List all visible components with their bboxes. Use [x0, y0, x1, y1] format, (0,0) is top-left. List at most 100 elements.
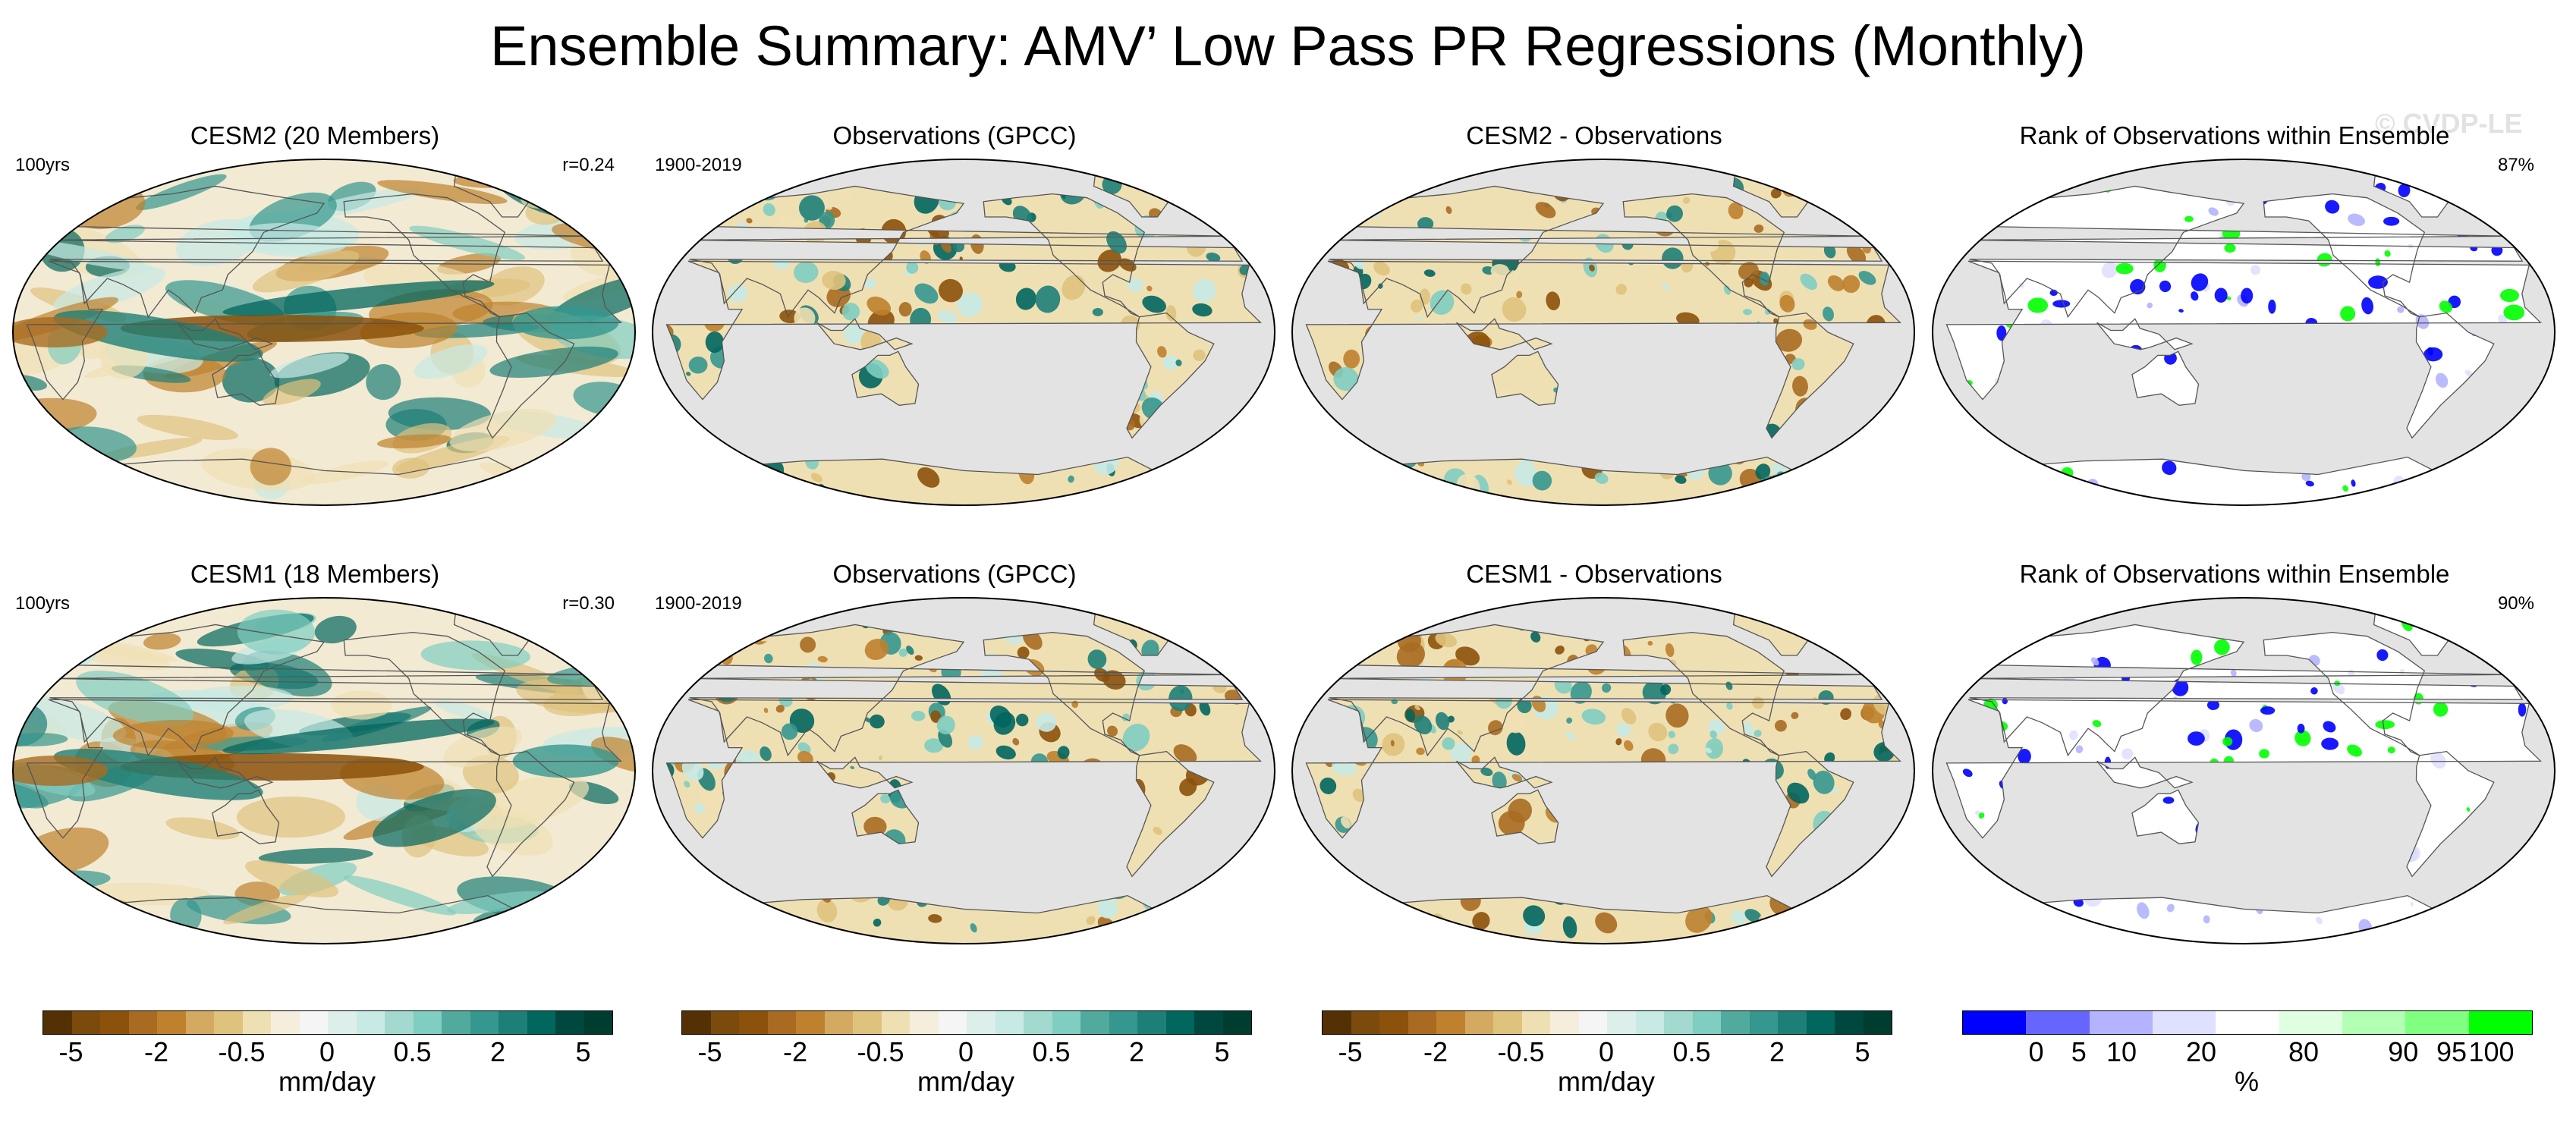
colorbar-unit: mm/day — [278, 1066, 376, 1097]
precip-anomaly-patch — [684, 178, 691, 187]
colorbar-swatch — [1664, 1011, 1693, 1034]
precip-anomaly-patch — [1883, 646, 1901, 666]
precip-anomaly-patch — [1912, 476, 1917, 482]
precip-anomaly-patch — [1029, 275, 1036, 283]
precip-anomaly-patch — [649, 815, 655, 825]
precip-anomaly-patch — [694, 803, 705, 814]
precip-anomaly-patch — [13, 448, 103, 488]
precip-anomaly-patch — [2520, 176, 2537, 193]
precip-anomaly-patch — [928, 914, 942, 923]
precip-anomaly-patch — [898, 302, 912, 317]
precip-anomaly-patch — [869, 714, 885, 729]
precip-anomaly-patch — [36, 899, 127, 916]
precip-anomaly-patch — [2147, 302, 2153, 309]
precip-anomaly-patch — [995, 745, 1016, 760]
precip-anomaly-patch — [1961, 874, 1977, 889]
colorbar-swatch — [71, 1011, 100, 1034]
coastline — [2008, 894, 2478, 944]
colorbar-unit: mm/day — [1557, 1066, 1656, 1097]
precip-anomaly-patch — [1373, 261, 1390, 276]
precip-anomaly-patch — [930, 710, 942, 724]
panel-rank-bottom: Rank of Observations within Ensemble 90% — [1920, 560, 2556, 954]
precip-anomaly-patch — [1659, 683, 1672, 696]
precip-anomaly-patch — [2018, 748, 2031, 765]
precip-anomaly-patch — [1162, 355, 1178, 370]
precip-anomaly-patch — [2410, 901, 2414, 907]
precip-anomaly-patch — [1911, 630, 1918, 636]
precip-anomaly-patch — [1017, 646, 1030, 659]
precip-anomaly-patch — [2500, 288, 2519, 303]
precip-anomaly-patch — [1890, 231, 1895, 237]
precip-anomaly-patch — [1615, 284, 1628, 295]
precip-anomaly-patch — [2191, 273, 2209, 291]
colorbar-swatch — [527, 1011, 555, 1034]
precip-anomaly-patch — [700, 788, 723, 811]
coastline — [686, 624, 1244, 757]
precip-anomaly-patch — [651, 276, 661, 286]
colorbar-tick-label: 2 — [1769, 1036, 1785, 1067]
colorbar-swatch — [1408, 1011, 1436, 1034]
precip-anomaly-patch — [1012, 737, 1020, 746]
colorbar-swatch — [1963, 1011, 2027, 1034]
precip-anomaly-patch — [1288, 473, 1301, 484]
precip-anomaly-patch — [744, 174, 766, 193]
precip-anomaly-patch — [705, 331, 724, 354]
coastline — [728, 456, 1198, 505]
precip-anomaly-patch — [1666, 205, 1684, 222]
precip-anomaly-patch — [1392, 613, 1407, 621]
precip-anomaly-patch — [778, 211, 792, 228]
precip-anomaly-patch — [1565, 732, 1576, 740]
precip-anomaly-patch — [1930, 292, 1937, 302]
colorbar-swatch — [2279, 1011, 2342, 1034]
precip-anomaly-patch — [2510, 923, 2515, 929]
precip-anomaly-patch — [1743, 721, 1754, 736]
precip-anomaly-patch — [2101, 262, 2118, 278]
precip-anomaly-patch — [1087, 649, 1107, 669]
precip-anomaly-patch — [1685, 905, 1713, 933]
precip-anomaly-patch — [880, 794, 891, 804]
colorbar-tick-label: -0.5 — [857, 1036, 904, 1067]
panel-percent-label: 90% — [2497, 593, 2534, 614]
precip-anomaly-patch — [747, 174, 758, 179]
precip-anomaly-patch — [1210, 881, 1223, 892]
precip-anomaly-patch — [1288, 196, 1294, 207]
precip-anomaly-patch — [1726, 702, 1733, 710]
precip-anomaly-patch — [13, 695, 127, 742]
precip-anomaly-patch — [1244, 613, 1261, 640]
precip-anomaly-patch — [865, 359, 889, 379]
precip-anomaly-patch — [1902, 194, 1918, 213]
precip-anomaly-patch — [1231, 174, 1243, 179]
precip-anomaly-patch — [1895, 257, 1901, 266]
colorbar-swatch — [938, 1011, 967, 1034]
colorbar-tick-label: 100 — [2468, 1036, 2515, 1067]
precip-anomaly-patch — [1318, 430, 1329, 445]
precip-anomaly-patch — [1097, 897, 1118, 919]
colorbar-tick-label: -0.5 — [218, 1036, 266, 1067]
precip-anomaly-patch — [914, 283, 939, 304]
precip-anomaly-patch — [1827, 275, 1845, 291]
precip-anomaly-patch — [1442, 737, 1455, 750]
precip-anomaly-patch — [366, 364, 401, 401]
precip-anomaly-patch — [1416, 747, 1425, 756]
precip-anomaly-patch — [1318, 655, 1326, 665]
precip-anomaly-patch — [1808, 466, 1830, 487]
precip-anomaly-patch — [649, 261, 662, 286]
precip-anomaly-patch — [769, 915, 782, 929]
coastline — [1766, 750, 1854, 878]
colorbar-swatch — [2216, 1011, 2279, 1034]
coastline — [2263, 193, 2426, 318]
precip-anomaly-patch — [1967, 658, 1980, 672]
precip-anomaly-patch — [688, 357, 708, 374]
colorbar-swatch — [995, 1011, 1024, 1034]
precip-anomaly-patch — [906, 261, 919, 274]
colorbar-swatch — [2026, 1011, 2090, 1034]
precip-anomaly-patch — [1782, 174, 1799, 187]
precip-anomaly-patch — [1166, 613, 1189, 626]
panel-correlation-label: r=0.30 — [562, 593, 615, 614]
precip-anomaly-patch — [1086, 916, 1096, 925]
precip-anomaly-patch — [747, 479, 764, 495]
precip-anomaly-patch — [1257, 844, 1261, 867]
precip-anomaly-patch — [2384, 250, 2391, 257]
colorbar-tick-label: 95 — [2436, 1036, 2467, 1067]
precip-anomaly-patch — [1566, 717, 1573, 724]
